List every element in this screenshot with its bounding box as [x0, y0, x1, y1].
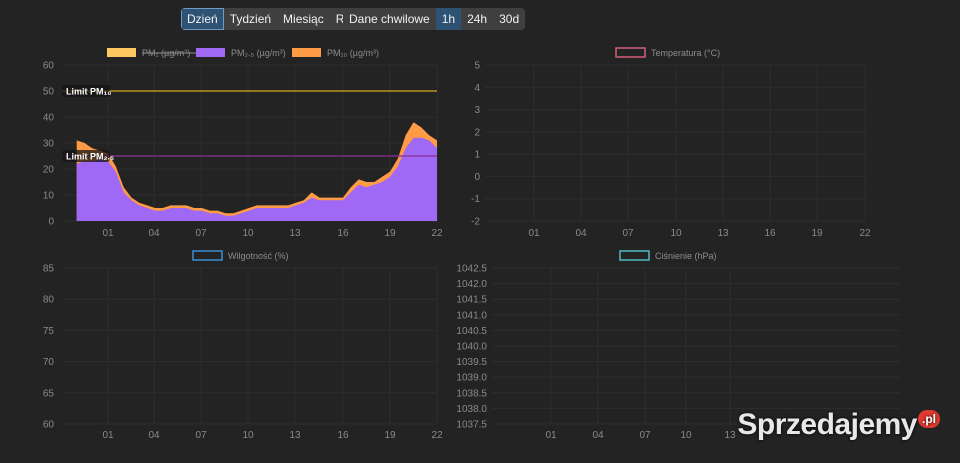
legend-label: Wilgotność (%): [228, 251, 289, 261]
y-tick-label: 30: [43, 139, 55, 150]
range-week-button[interactable]: Tydzień: [223, 8, 278, 30]
y-tick-label: 40: [43, 113, 55, 124]
x-tick-label: 07: [195, 430, 207, 441]
limit-label-bg: [62, 85, 110, 97]
y-tick-label: 1: [474, 150, 480, 161]
x-tick-label: 01: [545, 430, 557, 441]
y-tick-label: 1040.5: [456, 326, 487, 337]
y-tick-label: 0: [474, 172, 480, 183]
y-tick-label: 75: [43, 326, 55, 337]
x-tick-label: 01: [102, 228, 114, 239]
x-tick-label: 19: [384, 430, 396, 441]
y-tick-label: 10: [43, 191, 55, 202]
limit-label: Limit PM₁₀: [66, 87, 111, 97]
x-tick-label: 10: [242, 430, 254, 441]
x-tick-label: 16: [337, 430, 349, 441]
y-tick-label: 70: [43, 357, 55, 368]
legend-label: Ciśnienie (hPa): [655, 251, 717, 261]
data-source-button-group: Dane chwilowe 1h 24h 30d: [343, 8, 526, 30]
y-tick-label: 1039.0: [456, 373, 487, 384]
pm25-area: [76, 137, 438, 221]
x-tick-label: 22: [431, 228, 443, 239]
x-tick-label: 07: [195, 228, 207, 239]
x-tick-label: 01: [528, 228, 540, 239]
y-tick-label: 1039.5: [456, 357, 487, 368]
x-tick-label: 13: [724, 430, 736, 441]
source-1h-button[interactable]: 1h: [435, 8, 462, 30]
watermark-logo: Sprzedajemy .pl: [737, 408, 940, 442]
x-tick-label: 04: [575, 228, 587, 239]
x-tick-label: 04: [148, 430, 160, 441]
x-tick-label: 22: [431, 430, 443, 441]
y-tick-label: 5: [474, 61, 480, 72]
legend-swatch: [107, 48, 136, 57]
legend-label: PM₁₀ (µg/m³): [327, 48, 379, 58]
x-tick-label: 19: [811, 228, 823, 239]
y-tick-label: 60: [43, 420, 55, 431]
x-tick-label: 13: [289, 430, 301, 441]
y-tick-label: 3: [474, 105, 480, 116]
y-tick-label: 1041.5: [456, 295, 487, 306]
chart-4: 1037.5 1038.0 1038.5 1039.0 1039.5 1040.0 1040…: [456, 250, 900, 441]
x-tick-label: 10: [242, 228, 254, 239]
legend-swatch: [615, 47, 646, 58]
chart-3: 60 65 70 75 80 85 01 04 07 10 13 16 19 22 Wilgotność (…: [43, 250, 443, 441]
x-tick-label: 10: [670, 228, 682, 239]
watermark-tld: .pl: [918, 410, 940, 428]
y-tick-label: 80: [43, 295, 55, 306]
x-tick-label: 22: [859, 228, 871, 239]
range-day-button[interactable]: Dzień: [181, 8, 224, 30]
legend-label: PM₂.₅ (µg/m³): [231, 48, 286, 58]
watermark-brand: Sprzedajemy: [737, 408, 917, 441]
x-tick-label: 13: [717, 228, 729, 239]
x-tick-label: 01: [102, 430, 114, 441]
y-tick-label: 1042.5: [456, 264, 487, 275]
range-month-button[interactable]: Miesiąc: [277, 8, 330, 30]
x-tick-label: 04: [592, 430, 604, 441]
y-tick-label: 85: [43, 264, 55, 275]
limit-label: Limit PM₂.₅: [66, 152, 114, 162]
y-tick-label: 20: [43, 165, 55, 176]
y-tick-label: -2: [471, 217, 480, 228]
y-tick-label: 1042.0: [456, 279, 487, 290]
y-tick-label: 1038.0: [456, 404, 487, 415]
x-tick-label: 10: [680, 430, 692, 441]
x-tick-label: 13: [289, 228, 301, 239]
y-tick-label: 65: [43, 388, 55, 399]
y-tick-label: 0: [48, 217, 54, 228]
y-tick-label: 60: [43, 61, 55, 72]
legend-swatch: [619, 250, 650, 261]
y-tick-label: 1040.0: [456, 342, 487, 353]
legend-label: Temperatura (°C): [651, 48, 720, 58]
legend-swatch: [292, 48, 321, 57]
x-tick-label: 16: [337, 228, 349, 239]
x-tick-label: 07: [622, 228, 634, 239]
y-tick-label: 1038.5: [456, 388, 487, 399]
legend-swatch: [192, 250, 223, 261]
source-live-button[interactable]: Dane chwilowe: [343, 8, 436, 30]
limit-label-bg: [62, 150, 110, 162]
y-tick-label: -1: [471, 194, 480, 205]
source-30d-button[interactable]: 30d: [493, 8, 526, 30]
y-tick-label: 1037.5: [456, 420, 487, 431]
y-tick-label: 1041.0: [456, 310, 487, 321]
x-tick-label: 04: [148, 228, 160, 239]
legend-swatch: [196, 48, 225, 57]
source-24h-button[interactable]: 24h: [461, 8, 494, 30]
x-tick-label: 19: [384, 228, 396, 239]
y-tick-label: 4: [474, 83, 480, 94]
y-tick-label: 50: [43, 87, 55, 98]
x-tick-label: 16: [764, 228, 776, 239]
x-tick-label: 07: [639, 430, 651, 441]
y-tick-label: 2: [474, 127, 480, 138]
